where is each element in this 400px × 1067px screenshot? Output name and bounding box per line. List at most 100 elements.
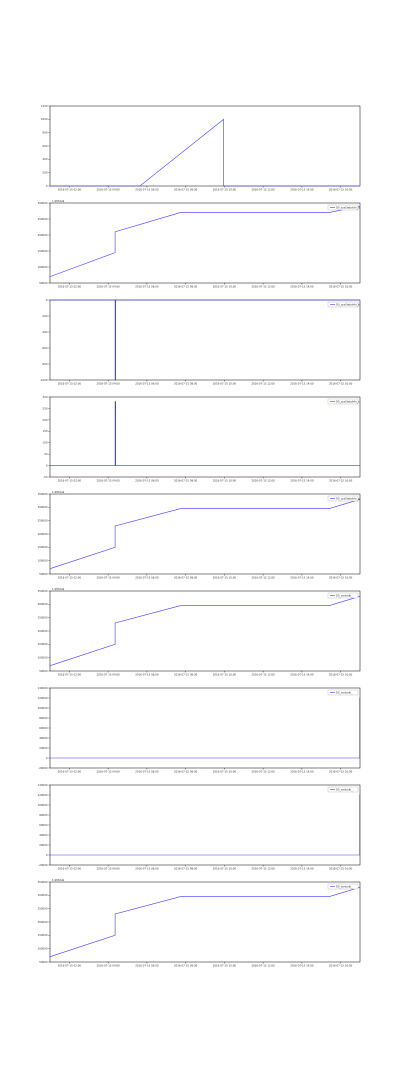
x-tick-label: 2016-07-15 16:00 <box>329 867 353 871</box>
x-tick-label: 2016-07-15 12:00 <box>251 867 275 871</box>
y-tick-label: 60000 <box>39 823 48 827</box>
y-tick-label: 800 <box>43 131 48 135</box>
x-tick-label: 2016-07-15 02:00 <box>58 770 82 774</box>
x-tick-label: 2016-07-15 08:00 <box>174 770 198 774</box>
legend-box <box>327 592 359 599</box>
y-tick-label: 60000 <box>39 726 48 730</box>
y-tick-label: 100000 <box>38 803 48 807</box>
plot-frame <box>49 687 361 769</box>
offset-label: 1.9832e9 <box>52 878 65 882</box>
chart-panel: -1000 -800 -600 -400 -200 0 2016-07-15 02:00 20… <box>0 294 400 389</box>
y-tick-label: 300000 <box>38 602 48 606</box>
x-tick-label: 2016-07-15 06:00 <box>135 770 159 774</box>
plot-frame <box>49 299 361 381</box>
chart-svg: 50000 100000 150000 200000 250000 300000 2016-… <box>38 199 361 289</box>
y-tick-label: 250000 <box>38 217 48 221</box>
x-tick-label: 2016-07-15 10:00 <box>213 382 237 386</box>
chart-panel: 0 200 400 600 800 1000 1200 2016-07-15 02:00 201… <box>0 100 400 195</box>
y-tick-label: 100000 <box>38 947 48 951</box>
x-tick-label: 2016-07-15 04:00 <box>96 867 120 871</box>
series-line <box>50 697 360 759</box>
plot-frame <box>49 202 361 284</box>
y-tick-label: 350000 <box>38 492 48 496</box>
y-tick-label: 200000 <box>38 532 48 536</box>
x-tick-label: 2016-07-15 06:00 <box>135 867 159 871</box>
chart-svg: 50000 100000 150000 200000 250000 300000 35000… <box>38 587 361 677</box>
x-tick-label: 2016-07-15 10:00 <box>213 770 237 774</box>
y-tick-label: 200000 <box>38 629 48 633</box>
series-line <box>49 499 361 569</box>
x-tick-label: 2016-07-15 10:00 <box>213 673 237 677</box>
y-tick-label: -400 <box>42 330 48 334</box>
y-tick-label: 300000 <box>38 201 48 205</box>
y-tick-label: 250 <box>43 406 48 410</box>
x-tick-label: 2016-07-15 16:00 <box>329 382 353 386</box>
y-tick-label: 300000 <box>38 893 48 897</box>
x-tick-label: 2016-07-15 12:00 <box>251 188 275 192</box>
x-tick-label: 2016-07-15 02:00 <box>58 867 82 871</box>
y-tick-label: 100 <box>43 441 48 445</box>
legend-box <box>327 689 359 696</box>
y-tick-label: 100000 <box>38 706 48 710</box>
x-tick-label: 2016-07-15 04:00 <box>96 576 120 580</box>
y-tick-label: 100000 <box>38 559 48 563</box>
y-tick-label: 120000 <box>38 793 48 797</box>
x-tick-label: 2016-07-15 10:00 <box>213 964 237 968</box>
x-tick-label: 2016-07-15 02:00 <box>58 576 82 580</box>
legend-label: DS_sysStatsInfo_u <box>336 205 360 209</box>
x-tick-label: 2016-07-15 02:00 <box>58 673 82 677</box>
chart-panel: 50000 100000 150000 200000 250000 300000 35000… <box>0 488 400 583</box>
x-tick-label: 2016-07-15 08:00 <box>174 285 198 289</box>
chart-panel: -20000 0 20000 40000 60000 80000 100000 120000 1… <box>0 682 400 777</box>
chart-panel: 50000 100000 150000 200000 250000 300000 35000… <box>0 876 400 971</box>
y-tick-label: 1000 <box>41 117 48 121</box>
series-line <box>49 887 361 957</box>
x-tick-label: 2016-07-15 06:00 <box>135 964 159 968</box>
y-tick-label: 20000 <box>39 746 48 750</box>
x-tick-label: 2016-07-15 08:00 <box>174 382 198 386</box>
plot-frame <box>49 881 361 963</box>
y-tick-label: 300000 <box>38 505 48 509</box>
legend: DS_sentsdb_ <box>327 689 359 696</box>
series-line <box>50 118 360 187</box>
chart-svg: 50000 100000 150000 200000 250000 300000 35000… <box>38 878 361 968</box>
x-tick-label: 2016-07-15 12:00 <box>251 673 275 677</box>
x-tick-label: 2016-07-15 14:00 <box>290 673 314 677</box>
y-tick-label: 250000 <box>38 616 48 620</box>
legend-box <box>327 786 359 793</box>
x-tick-label: 2016-07-15 14:00 <box>290 188 314 192</box>
y-tick-label: 0 <box>46 756 48 760</box>
plot-frame <box>49 493 361 575</box>
x-tick-label: 2016-07-15 16:00 <box>329 576 353 580</box>
y-tick-label: 0 <box>46 463 48 467</box>
y-tick-label: 200 <box>43 418 48 422</box>
series-line <box>49 205 361 277</box>
legend-box <box>327 883 359 890</box>
chart-panel: 50000 100000 150000 200000 250000 300000 2016-… <box>0 197 400 292</box>
x-tick-label: 2016-07-15 14:00 <box>290 479 314 483</box>
x-tick-label: 2016-07-15 06:00 <box>135 673 159 677</box>
x-tick-label: 2016-07-15 08:00 <box>174 867 198 871</box>
x-tick-label: 2016-07-15 08:00 <box>174 576 198 580</box>
x-tick-label: 2016-07-15 12:00 <box>251 479 275 483</box>
y-tick-label: 350000 <box>38 880 48 884</box>
legend-label: DS_sentsdb_ <box>336 787 353 791</box>
x-tick-label: 2016-07-15 16:00 <box>329 964 353 968</box>
x-tick-label: 2016-07-15 10:00 <box>213 479 237 483</box>
y-tick-label: 150000 <box>38 642 48 646</box>
x-tick-label: 2016-07-15 08:00 <box>174 188 198 192</box>
plot-frame <box>49 105 361 187</box>
x-tick-label: 2016-07-15 12:00 <box>251 285 275 289</box>
legend-label: DS_sentsdb_ <box>336 690 353 694</box>
y-tick-label: 0 <box>46 853 48 857</box>
y-tick-label: 300 <box>43 395 48 399</box>
x-tick-label: 2016-07-15 02:00 <box>58 285 82 289</box>
chart-svg: -20000 0 20000 40000 60000 80000 100000 120000 1… <box>38 686 361 774</box>
x-tick-label: 2016-07-15 08:00 <box>174 479 198 483</box>
y-tick-label: 150000 <box>38 545 48 549</box>
offset-label: 1.9832e9 <box>52 199 65 203</box>
series-line <box>50 794 360 856</box>
chart-svg: -1000 -800 -600 -400 -200 0 2016-07-15 02:00 20… <box>40 298 361 386</box>
x-tick-label: 2016-07-15 04:00 <box>96 188 120 192</box>
